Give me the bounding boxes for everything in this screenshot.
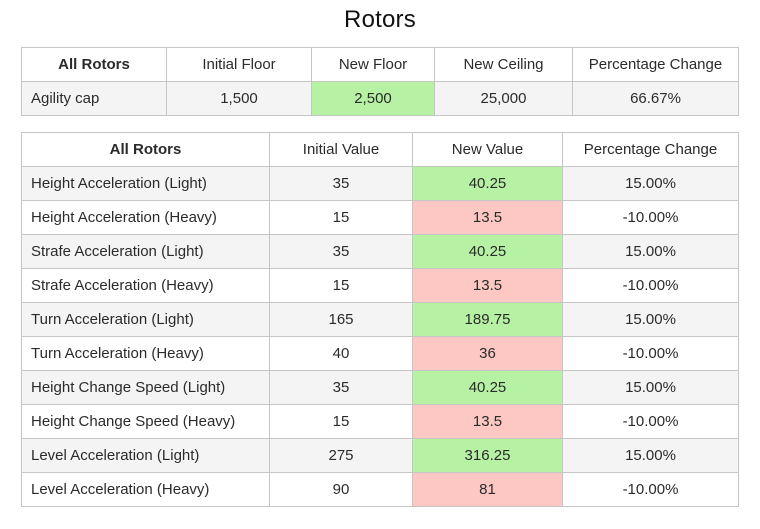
initial-value-cell: 165: [269, 302, 413, 337]
row-label: Height Acceleration (Light): [21, 166, 270, 201]
percentage-change-cell: 15.00%: [562, 370, 739, 405]
initial-value-cell: 90: [269, 472, 413, 507]
new-value-cell: 13.5: [412, 200, 563, 235]
page-container: Rotors All Rotors Initial Floor New Floo…: [0, 6, 760, 507]
values-header-new-value: New Value: [412, 132, 563, 167]
cap-header-new-ceiling: New Ceiling: [434, 47, 573, 82]
row-label: Turn Acceleration (Light): [21, 302, 270, 337]
new-value-cell: 40.25: [412, 370, 563, 405]
new-value-cell: 36: [412, 336, 563, 371]
initial-floor-cell: 1,500: [166, 81, 312, 116]
table-row: Height Acceleration (Heavy) 15 13.5 -10.…: [21, 200, 739, 235]
cap-table: All Rotors Initial Floor New Floor New C…: [21, 47, 739, 116]
table-row: Strafe Acceleration (Light) 35 40.25 15.…: [21, 234, 739, 269]
cap-table-row: Agility cap 1,500 2,500 25,000 66.67%: [21, 81, 739, 116]
new-value-cell: 13.5: [412, 404, 563, 439]
values-header-all-rotors: All Rotors: [21, 132, 270, 167]
table-row: Height Change Speed (Light) 35 40.25 15.…: [21, 370, 739, 405]
cap-table-header-row: All Rotors Initial Floor New Floor New C…: [21, 47, 739, 82]
values-table: All Rotors Initial Value New Value Perce…: [21, 132, 739, 507]
row-label: Height Change Speed (Heavy): [21, 404, 270, 439]
new-value-cell: 189.75: [412, 302, 563, 337]
table-row: Turn Acceleration (Light) 165 189.75 15.…: [21, 302, 739, 337]
values-header-initial-value: Initial Value: [269, 132, 413, 167]
table-row: Level Acceleration (Heavy) 90 81 -10.00%: [21, 472, 739, 507]
new-value-cell: 81: [412, 472, 563, 507]
new-value-cell: 40.25: [412, 166, 563, 201]
row-label: Height Acceleration (Heavy): [21, 200, 270, 235]
percentage-change-cell: -10.00%: [562, 200, 739, 235]
percentage-change-cell: -10.00%: [562, 472, 739, 507]
percentage-change-cell: 15.00%: [562, 302, 739, 337]
table-row: Strafe Acceleration (Heavy) 15 13.5 -10.…: [21, 268, 739, 303]
cap-header-initial-floor: Initial Floor: [166, 47, 312, 82]
new-value-cell: 316.25: [412, 438, 563, 473]
row-label: Level Acceleration (Light): [21, 438, 270, 473]
initial-value-cell: 35: [269, 370, 413, 405]
initial-value-cell: 40: [269, 336, 413, 371]
percentage-change-cell: -10.00%: [562, 268, 739, 303]
initial-value-cell: 35: [269, 234, 413, 269]
initial-value-cell: 15: [269, 404, 413, 439]
row-label: Level Acceleration (Heavy): [21, 472, 270, 507]
cap-header-percentage-change: Percentage Change: [572, 47, 739, 82]
new-value-cell: 40.25: [412, 234, 563, 269]
percentage-change-cell: -10.00%: [562, 404, 739, 439]
percentage-change-cell: 15.00%: [562, 166, 739, 201]
new-value-cell: 13.5: [412, 268, 563, 303]
new-ceiling-cell: 25,000: [434, 81, 573, 116]
table-row: Height Change Speed (Heavy) 15 13.5 -10.…: [21, 404, 739, 439]
row-label: Strafe Acceleration (Heavy): [21, 268, 270, 303]
initial-value-cell: 35: [269, 166, 413, 201]
table-row: Level Acceleration (Light) 275 316.25 15…: [21, 438, 739, 473]
initial-value-cell: 15: [269, 200, 413, 235]
cap-header-all-rotors: All Rotors: [21, 47, 167, 82]
percentage-change-cell: 66.67%: [572, 81, 739, 116]
row-label: Turn Acceleration (Heavy): [21, 336, 270, 371]
row-label: Height Change Speed (Light): [21, 370, 270, 405]
values-table-body: Height Acceleration (Light) 35 40.25 15.…: [21, 166, 739, 507]
row-label: Agility cap: [21, 81, 167, 116]
values-table-header-row: All Rotors Initial Value New Value Perce…: [21, 132, 739, 167]
row-label: Strafe Acceleration (Light): [21, 234, 270, 269]
new-floor-cell: 2,500: [311, 81, 435, 116]
table-row: Turn Acceleration (Heavy) 40 36 -10.00%: [21, 336, 739, 371]
values-header-percentage-change: Percentage Change: [562, 132, 739, 167]
initial-value-cell: 275: [269, 438, 413, 473]
percentage-change-cell: 15.00%: [562, 234, 739, 269]
page-title: Rotors: [344, 6, 416, 33]
table-row: Height Acceleration (Light) 35 40.25 15.…: [21, 166, 739, 201]
percentage-change-cell: 15.00%: [562, 438, 739, 473]
percentage-change-cell: -10.00%: [562, 336, 739, 371]
cap-header-new-floor: New Floor: [311, 47, 435, 82]
initial-value-cell: 15: [269, 268, 413, 303]
